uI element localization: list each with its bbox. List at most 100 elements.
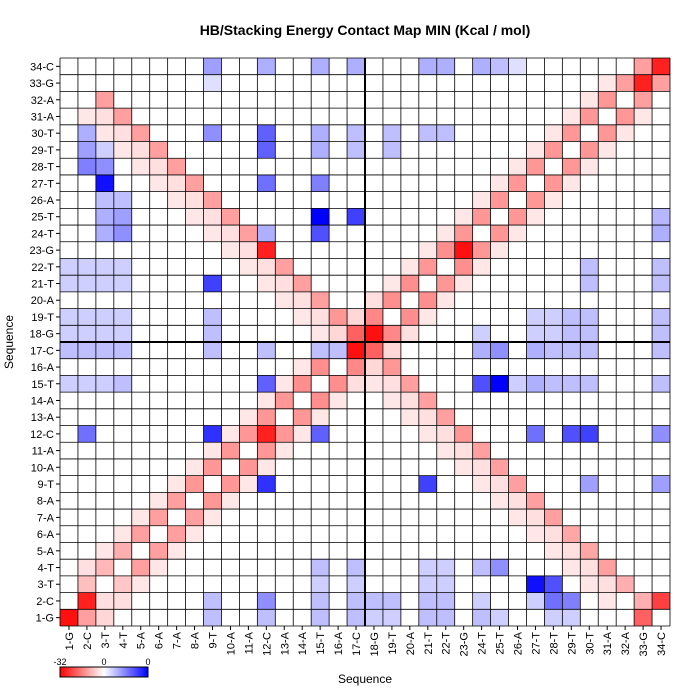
heatmap-cell [598, 442, 617, 459]
y-tick-label: 7-A [37, 512, 55, 524]
heatmap-cell [131, 191, 150, 209]
heatmap-cell [490, 258, 509, 276]
heatmap-cell [113, 58, 132, 75]
x-tick-label: 20-A [405, 631, 417, 655]
heatmap-cell [95, 375, 114, 393]
heatmap-cell [634, 208, 653, 226]
heatmap-cell [562, 592, 581, 610]
heatmap-cell [365, 375, 383, 393]
x-tick-label: 32-A [620, 631, 632, 655]
heatmap-cell [454, 91, 473, 109]
heatmap-cell [472, 108, 491, 125]
heatmap-cell [544, 542, 563, 560]
heatmap-cell [508, 442, 527, 459]
heatmap-cell [598, 124, 617, 142]
x-tick-label: 27-T [530, 632, 542, 655]
heatmap-cell [652, 592, 670, 610]
heatmap-cell [149, 492, 168, 510]
heatmap-cell [149, 58, 168, 75]
heatmap-cell [634, 308, 653, 326]
heatmap-cell [544, 291, 563, 309]
heatmap-cell [526, 442, 545, 459]
heatmap-cell [436, 308, 455, 326]
heatmap-cell [562, 492, 581, 510]
heatmap-cell [436, 91, 455, 109]
heatmap-cell [382, 408, 401, 426]
heatmap-cell [60, 191, 78, 209]
heatmap-cell [95, 425, 114, 443]
heatmap-cell [95, 258, 114, 276]
heatmap-cell [221, 492, 240, 510]
heatmap-cell [311, 258, 330, 276]
heatmap-cell [311, 275, 330, 292]
heatmap-cell [365, 525, 383, 543]
heatmap-cell [329, 375, 348, 393]
heatmap-cell [580, 275, 599, 292]
heatmap-cell [400, 408, 419, 426]
heatmap-cell [365, 458, 383, 476]
heatmap-cell [131, 342, 150, 359]
heatmap-cell [77, 592, 96, 610]
heatmap-cell [526, 609, 545, 626]
heatmap-cell [454, 58, 473, 75]
heatmap-cell [275, 275, 294, 292]
heatmap-cell [149, 425, 168, 443]
y-tick-label: 29-T [31, 145, 54, 157]
heatmap-cell [311, 375, 330, 393]
heatmap-cell [526, 458, 545, 476]
heatmap-cell [454, 74, 473, 92]
heatmap-cell [113, 158, 132, 175]
heatmap-cell [418, 225, 437, 242]
heatmap-cell [472, 458, 491, 476]
heatmap-cell [203, 141, 222, 159]
x-tick-label: 17-C [351, 632, 363, 656]
heatmap-cell [60, 509, 78, 526]
heatmap-cell [77, 124, 96, 142]
heatmap-cell [490, 325, 509, 342]
heatmap-cell [60, 258, 78, 276]
heatmap-cell [239, 141, 258, 159]
heatmap-cell [221, 141, 240, 159]
heatmap-cell [185, 108, 204, 125]
heatmap-cell [239, 358, 258, 376]
heatmap-cell [95, 358, 114, 376]
heatmap-cell [293, 559, 312, 576]
heatmap-cell [562, 191, 581, 209]
heatmap-cell [400, 375, 419, 393]
y-tick-label: 23-G [30, 245, 54, 257]
x-tick-label: 6-A [154, 631, 166, 649]
heatmap-cell [436, 258, 455, 276]
heatmap-cell [544, 408, 563, 426]
heatmap-cell [167, 325, 186, 342]
heatmap-cell [580, 509, 599, 526]
heatmap-cell [131, 308, 150, 326]
heatmap-cell [113, 275, 132, 292]
heatmap-cell [60, 308, 78, 326]
heatmap-cell [311, 241, 330, 259]
colorbar-mid-label: 0 [101, 657, 106, 667]
heatmap-cell [580, 392, 599, 409]
heatmap-cell [454, 525, 473, 543]
heatmap-cell [149, 542, 168, 560]
heatmap-cell [167, 275, 186, 292]
heatmap-cell [293, 174, 312, 192]
heatmap-cell [60, 275, 78, 292]
heatmap-cell [365, 158, 383, 175]
heatmap-cell [149, 592, 168, 610]
heatmap-cell [257, 141, 276, 159]
heatmap-cell [544, 275, 563, 292]
heatmap-cell [77, 392, 96, 409]
heatmap-cell [382, 124, 401, 142]
heatmap-cell [131, 74, 150, 92]
heatmap-cell [275, 191, 294, 209]
heatmap-cell [634, 108, 653, 125]
heatmap-cell [257, 509, 276, 526]
heatmap-cell [436, 408, 455, 426]
heatmap-cell [185, 208, 204, 226]
heatmap-cell [257, 225, 276, 242]
heatmap-cell [239, 425, 258, 443]
heatmap-cell [257, 191, 276, 209]
heatmap-cell [580, 425, 599, 443]
heatmap-cell [239, 342, 258, 359]
heatmap-cell [598, 141, 617, 159]
